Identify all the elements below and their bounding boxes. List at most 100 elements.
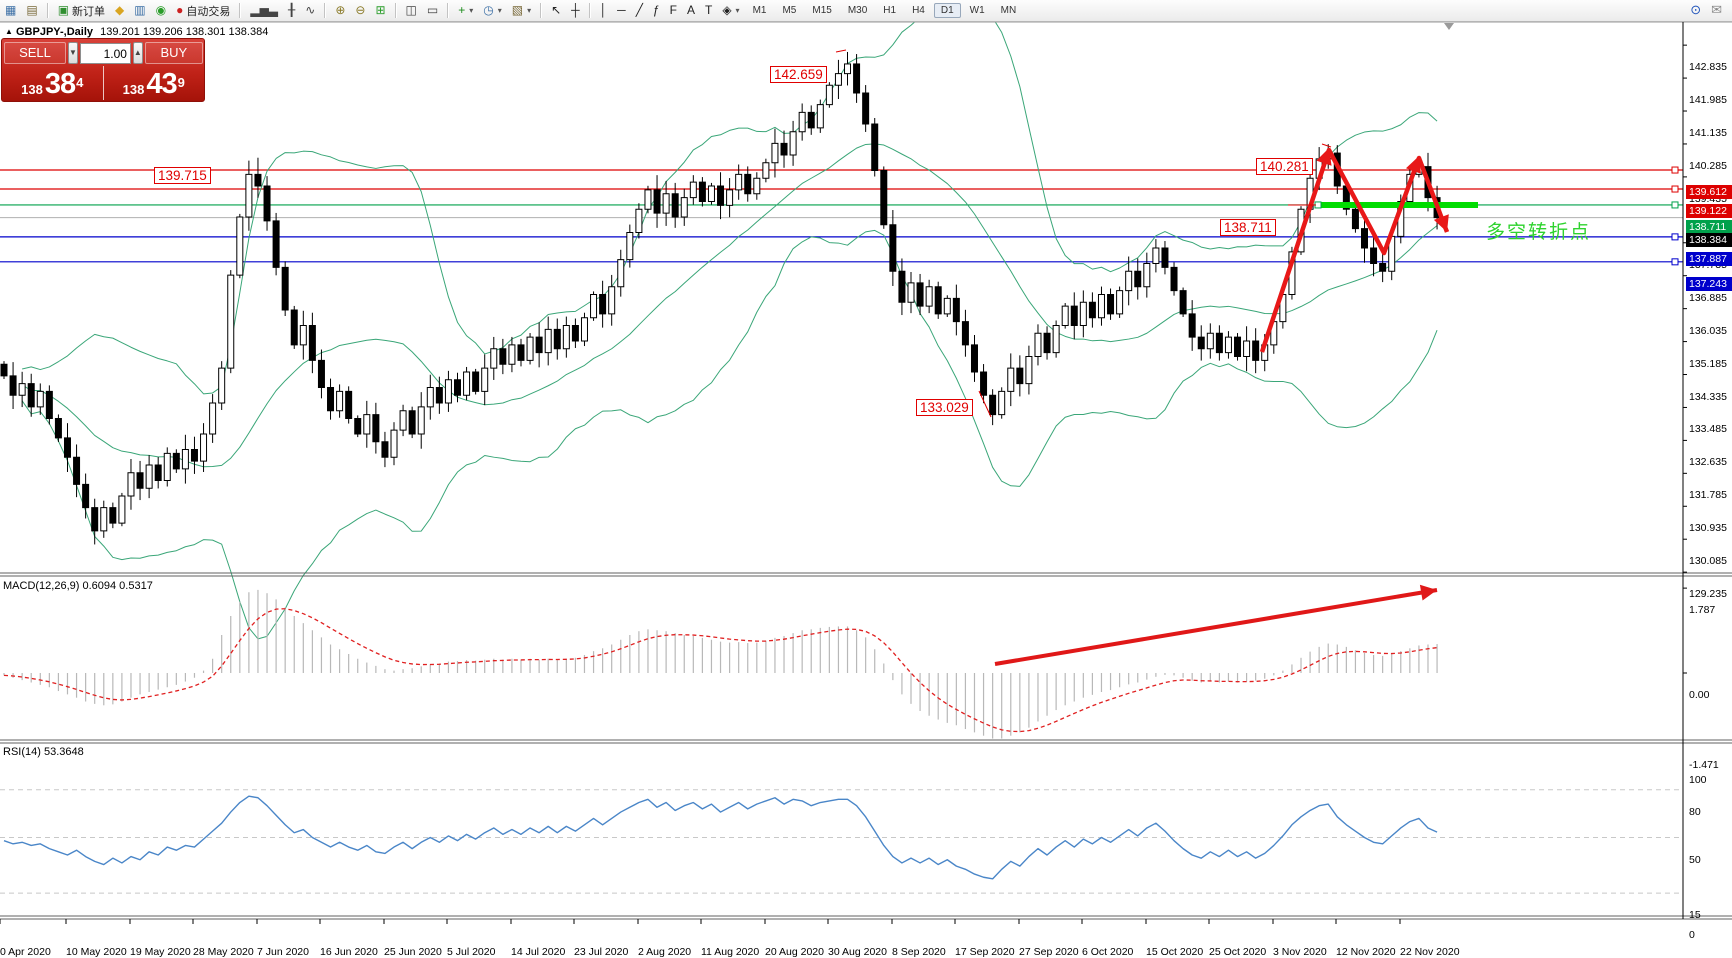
candle (1016, 367, 1024, 385)
volume-input[interactable] (79, 42, 131, 64)
price-axis-label: 134.335 (1689, 390, 1727, 403)
crosshair-icon[interactable]: ┼ (567, 2, 584, 19)
timeframe-w1[interactable]: W1 (969, 5, 985, 16)
bar-chart-icon[interactable]: ▂▅▃ (246, 2, 282, 19)
candle (1116, 290, 1124, 315)
vertical-line-icon[interactable]: │ (596, 2, 612, 19)
timeframe-m1[interactable]: M1 (752, 5, 767, 16)
candle (825, 84, 833, 106)
zoom-out-icon[interactable]: ⊖ (351, 2, 369, 19)
line-handle[interactable] (1671, 201, 1679, 209)
arrows-icon-dropdown-icon[interactable]: ▾ (735, 6, 740, 15)
candle (1043, 332, 1051, 354)
buy-button[interactable]: BUY (144, 42, 203, 64)
candle (844, 63, 852, 75)
autotrading-button[interactable]: ● 自动交易 (172, 2, 234, 19)
rsi-axis-label: 50 (1689, 853, 1701, 866)
timeframe-mn[interactable]: MN (1000, 5, 1017, 16)
trendline-icon[interactable]: ╱ (632, 2, 647, 19)
add-indicator-button-dropdown-icon[interactable]: ▾ (469, 6, 474, 15)
templates-button-dropdown-icon[interactable]: ▾ (527, 6, 532, 15)
timeframe-d1[interactable]: D1 (933, 3, 961, 18)
candle (36, 390, 44, 408)
toolbar: ▦ ▤ ▣ 新订单 ◆ ▥ ◉ ● 自动交易 ▂▅▃ ╂ ∿ ⊕ ⊖ ⊞ ◫ ▭ + ▾ ◷ ▾ ▧ ▾ ↖ ┼ │ ─ ╱ ƒ F A T ◈… (0, 0, 1732, 22)
timeframe-m30[interactable]: M30 (847, 5, 868, 16)
symbol-ohlc: 139.201 139.206 138.301 138.384 (100, 26, 269, 38)
fibonacci-icon[interactable]: ƒ (649, 2, 664, 19)
price-label-139715[interactable]: 139.715 (154, 167, 211, 184)
macd-trend-arrowhead[interactable] (1419, 584, 1437, 601)
rsi-label: RSI(14) 53.3648 (3, 746, 84, 758)
candle (517, 344, 525, 361)
community-icon[interactable]: ✉ (1711, 2, 1722, 17)
volume-increase-button[interactable]: ▲ (132, 42, 143, 64)
candle (354, 418, 362, 435)
candle (653, 189, 661, 214)
app-market-icon[interactable]: ◆ (111, 2, 128, 19)
periods-button[interactable]: ◷ ▾ (479, 2, 506, 19)
zigzag-arrowhead-up[interactable] (1316, 148, 1332, 166)
toolbar-separator (394, 3, 397, 18)
price-axis-label: 141.135 (1689, 127, 1727, 140)
new-chart-icon[interactable]: ▦ (1, 2, 20, 19)
autotrading-button: ● (176, 3, 184, 17)
line-handle[interactable] (1671, 233, 1679, 241)
line-handle[interactable] (1671, 258, 1679, 266)
candle (807, 111, 815, 129)
date-axis-label: 27 Sep 2020 (1019, 946, 1079, 958)
text-label-icon[interactable]: T (701, 2, 716, 19)
candle (0, 363, 8, 377)
line-handle[interactable] (1671, 185, 1679, 193)
sell-price[interactable]: 138 38 4 (2, 66, 104, 100)
bollinger-middle-band (21, 143, 1438, 468)
add-indicator-button[interactable]: + ▾ (454, 2, 477, 19)
price-label-142659[interactable]: 142.659 (770, 66, 827, 83)
terminal-icon[interactable]: ▥ (130, 2, 149, 19)
candle (236, 216, 244, 276)
zigzag-arrowhead-up[interactable] (1405, 156, 1421, 174)
candle (1252, 340, 1260, 361)
date-axis-label: 23 Jul 2020 (574, 946, 629, 958)
buy-price[interactable]: 138 43 9 (104, 66, 205, 100)
cursor-icon[interactable]: ↖ (547, 2, 565, 19)
text-label-icon: T (704, 3, 713, 17)
chart-shift-marker[interactable] (1444, 23, 1454, 30)
arrows-icon[interactable]: ◈ ▾ (718, 2, 743, 19)
timeframe-m15[interactable]: M15 (812, 5, 832, 16)
indicators-list-icon[interactable]: ◫ (402, 2, 421, 19)
chart-note-text[interactable]: 多空转折点 (1486, 222, 1592, 243)
text-icon[interactable]: A (683, 2, 699, 19)
candlestick-chart-icon[interactable]: ╂ (284, 2, 299, 19)
tile-windows-icon[interactable]: ⊞ (371, 2, 389, 19)
zoom-in-icon[interactable]: ⊕ (331, 2, 349, 19)
search-icon[interactable]: ⊙ (1690, 2, 1702, 17)
price-label-133029[interactable]: 133.029 (916, 399, 973, 416)
timeframe-h1[interactable]: H1 (883, 5, 897, 16)
candle (689, 181, 697, 199)
sell-button[interactable]: SELL (4, 42, 66, 64)
new-order-button[interactable]: ▣ 新订单 (54, 2, 109, 19)
price-axis-label: 131.785 (1689, 489, 1727, 502)
line-handle[interactable] (1671, 166, 1679, 174)
periods-button-dropdown-icon[interactable]: ▾ (497, 6, 502, 15)
price-axis-label: 132.635 (1689, 456, 1727, 469)
timeframe-h4[interactable]: H4 (912, 5, 925, 16)
channel-icon[interactable]: F (666, 2, 681, 19)
news-icon[interactable]: ◉ (152, 2, 170, 19)
zigzag-arrowhead-down[interactable] (1433, 214, 1449, 232)
volume-decrease-button[interactable]: ▼ (68, 42, 78, 64)
price-label-140281[interactable]: 140.281 (1256, 158, 1313, 175)
horizontal-line-icon[interactable]: ─ (613, 2, 630, 19)
candle (662, 193, 670, 214)
line-chart-icon[interactable]: ∿ (301, 2, 319, 19)
timeframe-m5[interactable]: M5 (782, 5, 797, 16)
candle (934, 286, 942, 315)
macd-trend-arrow[interactable] (994, 588, 1438, 666)
data-window-icon[interactable]: ▭ (423, 2, 442, 19)
new-order-button: ▣ (57, 3, 70, 17)
chart-profiles-icon[interactable]: ▤ (22, 2, 41, 19)
candle (943, 297, 951, 315)
templates-button[interactable]: ▧ ▾ (508, 2, 535, 19)
candle (435, 387, 443, 404)
price-label-138711[interactable]: 138.711 (1220, 219, 1276, 236)
